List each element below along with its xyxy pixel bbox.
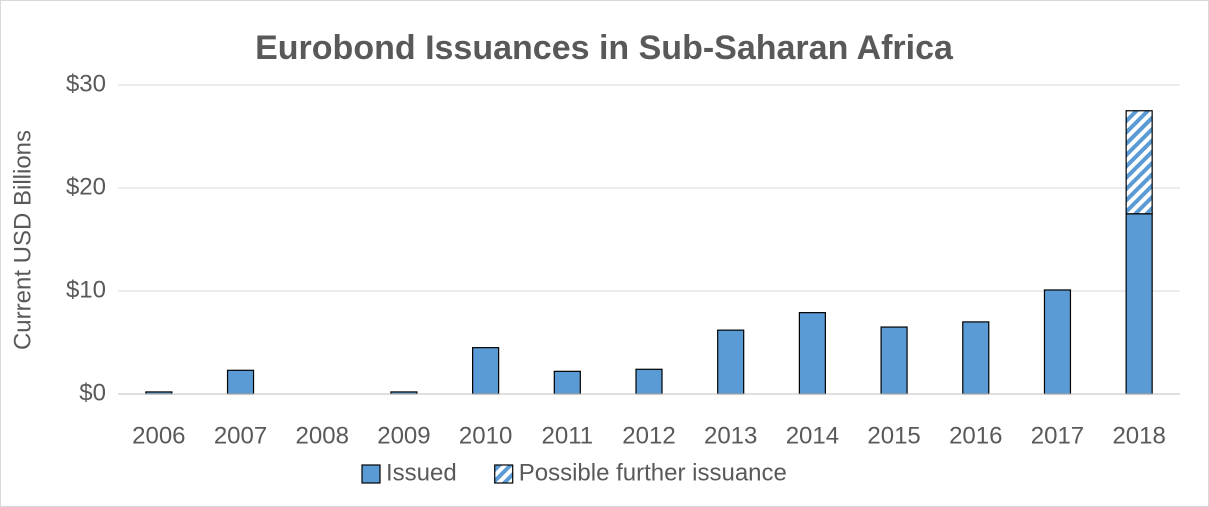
x-tick-label: 2008 <box>296 422 349 449</box>
legend-swatch <box>361 464 381 484</box>
x-tick-label: 2012 <box>622 422 675 449</box>
x-tick-label: 2014 <box>786 422 839 449</box>
legend-label: Possible further issuance <box>519 459 787 486</box>
bar <box>798 312 826 395</box>
y-tick-label: $10 <box>66 276 106 303</box>
x-tick-label: 2017 <box>1031 422 1084 449</box>
x-tick-label: 2018 <box>1112 422 1165 449</box>
legend-swatch <box>494 464 514 484</box>
bar <box>553 370 581 395</box>
x-tick-label: 2016 <box>949 422 1002 449</box>
bar <box>717 329 745 395</box>
bar <box>1125 110 1153 215</box>
chart-title: Eurobond Issuances in Sub-Saharan Africa <box>255 29 954 67</box>
bar <box>880 326 908 395</box>
y-tick-label: $30 <box>66 70 106 97</box>
x-tick-label: 2011 <box>542 422 594 449</box>
x-tick-label: 2010 <box>459 422 512 449</box>
bar <box>635 368 663 395</box>
x-tick-label: 2006 <box>132 422 185 449</box>
x-tick-label: 2015 <box>867 422 920 449</box>
bar <box>226 369 255 395</box>
x-tick-label: 2007 <box>214 422 267 449</box>
bar <box>1125 213 1153 395</box>
x-tick-label: 2013 <box>704 422 757 449</box>
y-axis-label: Current USD Billions <box>9 130 36 350</box>
bar <box>962 321 990 395</box>
bar <box>1043 289 1072 395</box>
bar <box>472 347 500 395</box>
legend-label: Issued <box>386 459 457 486</box>
y-tick-label: $20 <box>66 173 106 200</box>
x-tick-label: 2009 <box>377 422 430 449</box>
y-tick-label: $0 <box>79 379 106 406</box>
